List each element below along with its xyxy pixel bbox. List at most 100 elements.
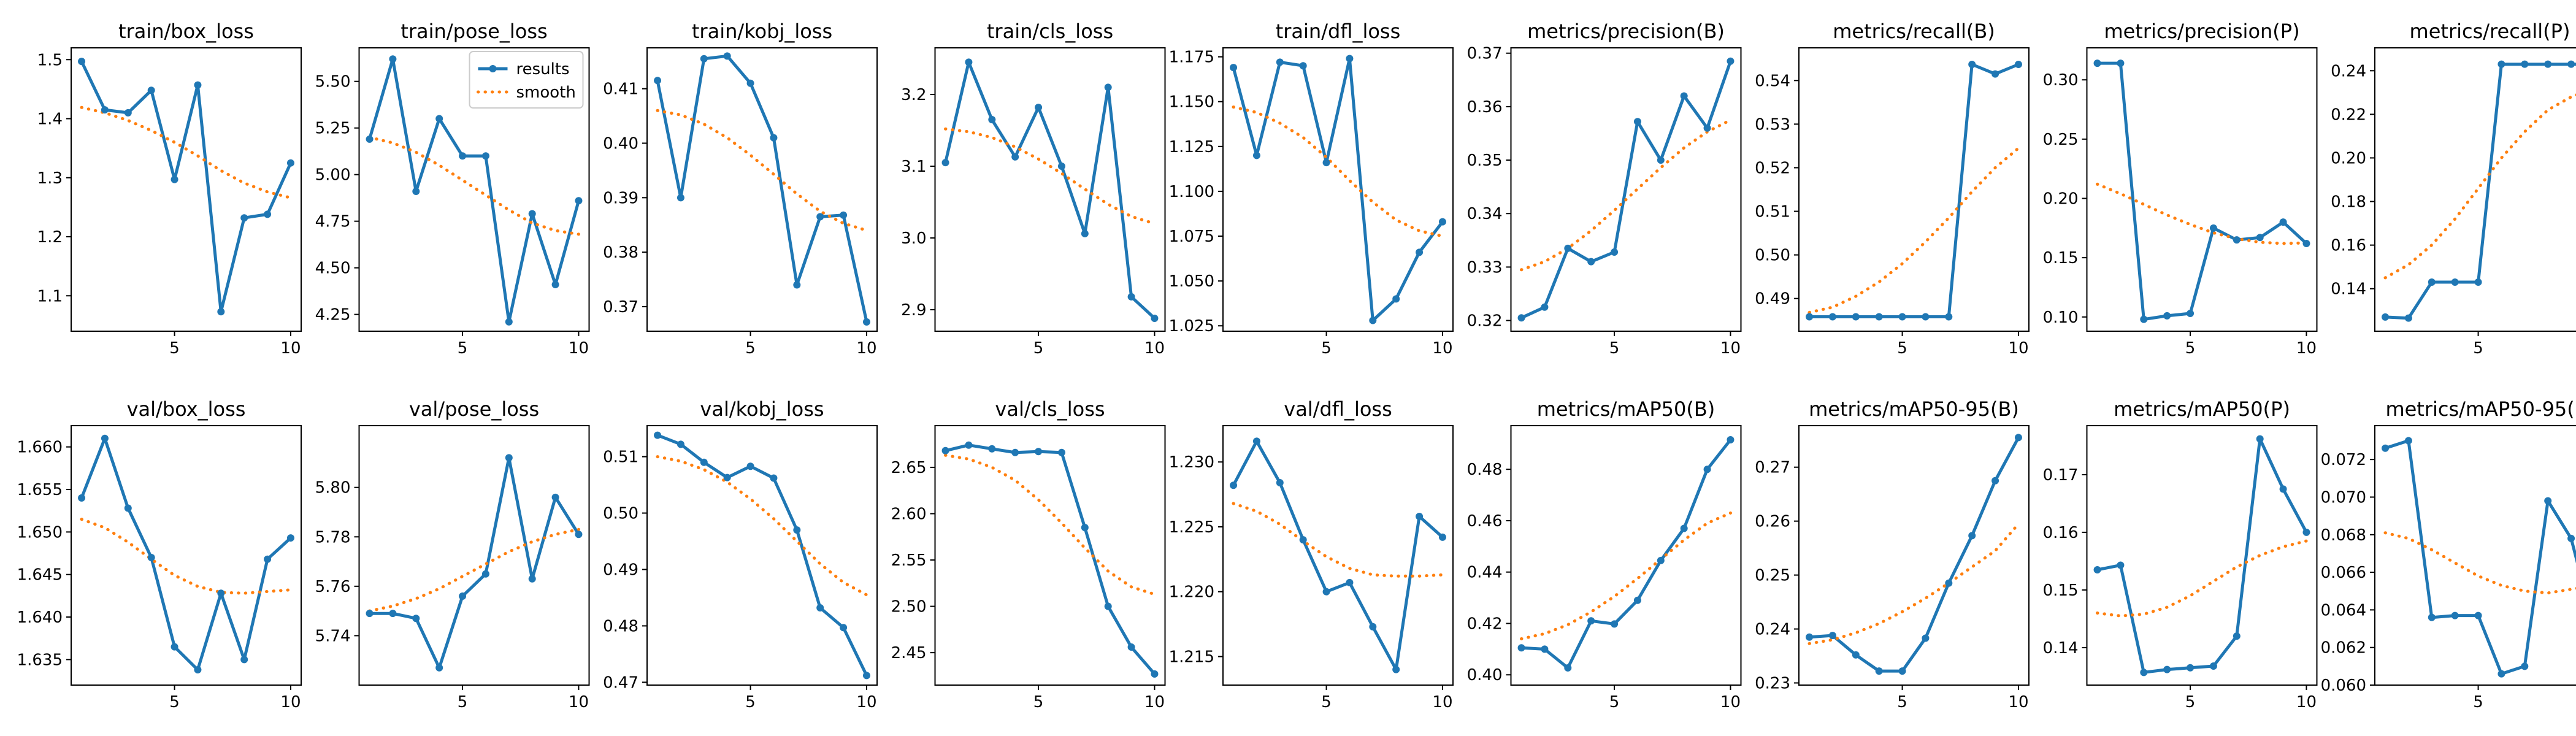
data-point xyxy=(412,188,420,196)
data-point xyxy=(286,534,294,542)
data-point xyxy=(1657,156,1665,164)
y-tick-label: 2.60 xyxy=(891,505,927,524)
y-tick-label: 0.25 xyxy=(1755,567,1790,585)
legend: results smooth xyxy=(469,51,584,109)
series-line-results xyxy=(2385,439,2576,676)
y-tick-label: 0.16 xyxy=(2043,524,2079,542)
y-tick-label: 0.10 xyxy=(2043,309,2079,327)
y-tick-label: 0.50 xyxy=(603,505,638,523)
x-tick-label: 10 xyxy=(1720,693,1741,711)
data-point xyxy=(1081,524,1089,532)
data-point xyxy=(1346,578,1354,586)
y-tick-label: 0.14 xyxy=(2331,280,2366,299)
series-line-smooth xyxy=(368,136,580,236)
data-point xyxy=(412,615,420,623)
data-point xyxy=(1852,313,1860,321)
y-tick-label: 2.50 xyxy=(891,598,927,616)
data-point xyxy=(941,447,949,454)
series-line-smooth xyxy=(2096,182,2308,245)
y-tick-label: 1.660 xyxy=(17,439,63,457)
plot-frame xyxy=(934,425,1166,686)
data-point xyxy=(1127,293,1135,301)
y-tick-label: 0.17 xyxy=(2043,466,2079,485)
y-tick-label: 2.45 xyxy=(891,644,927,662)
series-line-results xyxy=(657,434,868,677)
y-tick-label: 5.80 xyxy=(315,479,351,497)
y-tick-label: 2.9 xyxy=(901,301,926,320)
chart-panel: metrics/precision(P) 0.10 0.15 0.20 0.25 0.30… xyxy=(2043,20,2318,358)
chart-title: metrics/mAP50-95(P) xyxy=(2385,397,2576,421)
data-point xyxy=(1633,118,1641,126)
y-tick-label: 0.37 xyxy=(1467,45,1503,63)
y-tick-label: 0.33 xyxy=(1467,258,1503,277)
data-point xyxy=(1230,64,1238,72)
data-point xyxy=(1151,670,1159,678)
y-tick-label: 0.066 xyxy=(2321,564,2366,582)
data-point xyxy=(2451,611,2459,619)
x-tick-label: 10 xyxy=(2008,693,2028,711)
chart-panel: val/dfl_loss 1.215 1.220 1.225 1.230 5 10 xyxy=(1169,397,1454,711)
plot-frame xyxy=(71,425,302,686)
chart-title: metrics/mAP50(B) xyxy=(1537,397,1715,421)
series-line-smooth xyxy=(656,109,868,232)
data-point xyxy=(2233,632,2241,640)
data-point xyxy=(1587,258,1595,266)
data-point xyxy=(1517,314,1525,322)
chart-title: val/cls_loss xyxy=(995,397,1105,421)
data-point xyxy=(240,214,248,222)
series-line-smooth xyxy=(1807,147,2020,314)
plot-frame xyxy=(646,47,878,332)
data-point xyxy=(700,458,708,466)
data-point xyxy=(2567,534,2575,542)
data-point xyxy=(840,211,848,219)
data-point xyxy=(965,441,973,449)
series-line-smooth xyxy=(80,105,293,199)
series-line-smooth xyxy=(2383,531,2576,595)
data-point xyxy=(575,197,583,205)
data-point xyxy=(1299,536,1307,544)
plot-frame xyxy=(358,425,590,686)
chart-panel: train/dfl_loss 1.025 1.050 1.075 1.100 1.125 1… xyxy=(1169,20,1454,358)
data-point xyxy=(528,210,536,218)
data-point xyxy=(2521,662,2529,670)
y-tick-label: 1.5 xyxy=(37,51,63,69)
data-point xyxy=(1541,303,1549,311)
data-point xyxy=(862,318,870,326)
data-point xyxy=(2256,234,2264,242)
data-point xyxy=(1852,651,1860,659)
chart-panel: metrics/mAP50(P) 0.14 0.15 0.16 0.17 5 10 xyxy=(2043,397,2318,711)
data-point xyxy=(2302,528,2310,536)
x-tick-label: 10 xyxy=(856,339,876,358)
data-point xyxy=(2428,613,2436,621)
y-tick-label: 0.34 xyxy=(1467,205,1503,223)
series-line-results xyxy=(368,57,580,324)
y-tick-label: 1.650 xyxy=(17,523,63,542)
y-tick-label: 0.39 xyxy=(603,189,638,207)
data-point xyxy=(1104,602,1112,610)
chart-panel: val/pose_loss 5.74 5.76 5.78 5.80 5 10 xyxy=(315,397,590,711)
data-point xyxy=(793,526,801,534)
y-tick-label: 0.38 xyxy=(603,243,638,262)
y-tick-label: 0.23 xyxy=(1755,674,1790,692)
data-point xyxy=(1991,477,1999,485)
data-point xyxy=(2521,60,2529,68)
y-tick-label: 0.068 xyxy=(2321,526,2366,545)
y-tick-label: 1.3 xyxy=(37,169,63,188)
plot-frame xyxy=(2374,425,2576,686)
y-tick-label: 0.37 xyxy=(603,298,638,316)
chart-title: metrics/recall(P) xyxy=(2410,20,2570,43)
y-tick-label: 0.20 xyxy=(2331,149,2366,167)
data-point xyxy=(264,210,272,218)
chart-title: metrics/mAP50(P) xyxy=(2114,397,2290,421)
plot-frame xyxy=(1798,425,2030,686)
x-tick-label: 10 xyxy=(1144,693,1165,711)
data-point xyxy=(2279,218,2287,226)
x-tick-label: 10 xyxy=(569,693,589,711)
x-tick-label: 10 xyxy=(569,339,589,358)
data-point xyxy=(1011,153,1019,161)
chart-panel: metrics/recall(P) 0.14 0.16 0.18 0.20 0.22 0.2… xyxy=(2331,20,2576,358)
data-point xyxy=(1322,159,1330,167)
chart-title: train/pose_loss xyxy=(401,20,547,43)
data-point xyxy=(505,318,513,326)
data-point xyxy=(1875,667,1883,675)
